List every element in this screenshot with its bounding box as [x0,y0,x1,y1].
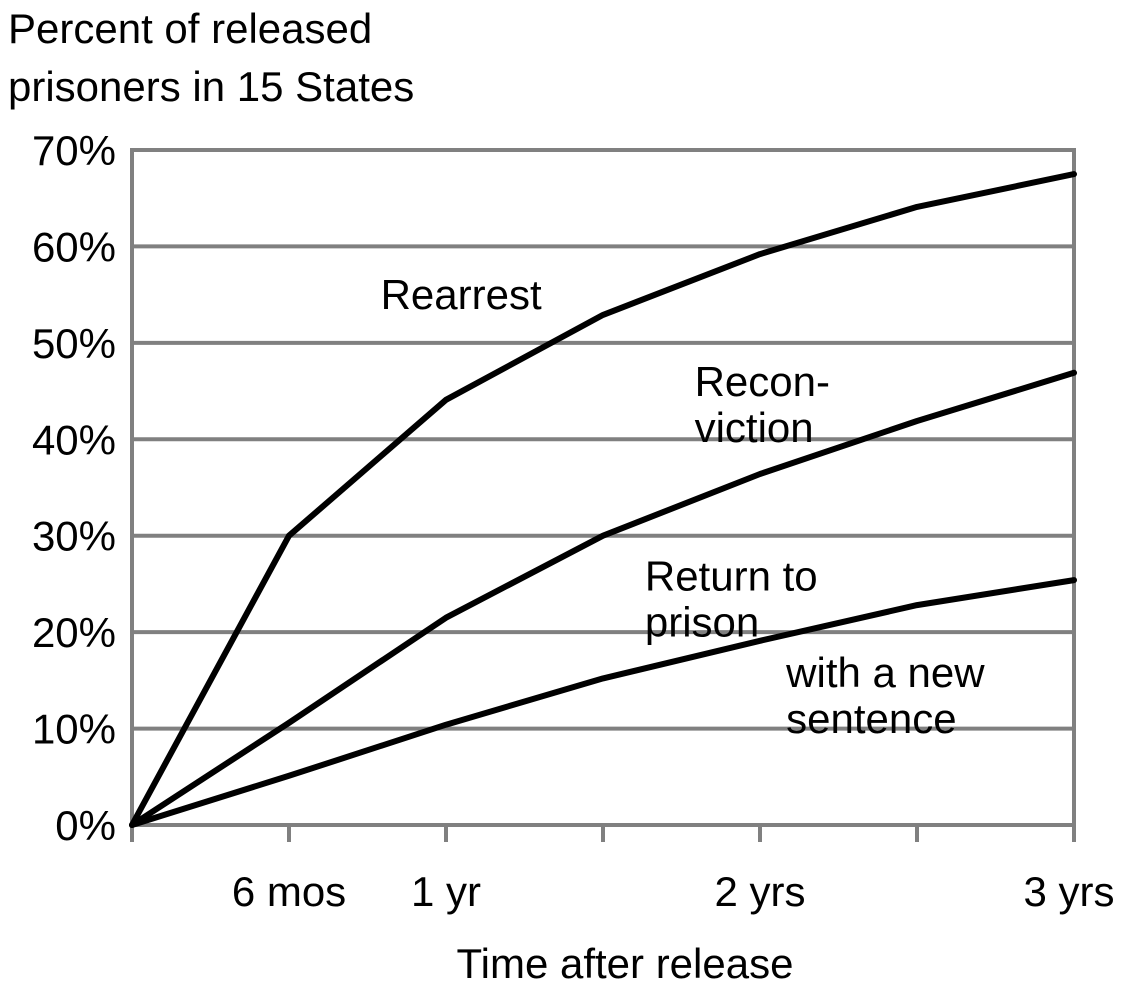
series-label-1-line-0: Recon- [695,358,830,405]
series-label-0-line-0: Rearrest [381,271,542,318]
y-tick-label-20: 20% [32,609,116,656]
gridlines [132,148,1074,731]
x-tick-label-3: 3 yrs [1023,868,1114,915]
x-tick-label-2: 2 yrs [714,868,805,915]
y-tick-label-0: 0% [55,802,116,849]
series-lines [129,171,1077,828]
series-label-3-line-1: sentence [786,695,956,742]
x-axis-ticks [130,825,1076,842]
y-axis-tick-labels: 0% 10% 20% 30% 40% 50% 60% 70% [32,127,116,849]
series-label-2-line-1: prison [645,599,759,646]
y-axis-title-line-2: prisoners in 15 States [8,63,415,110]
series-line-0 [129,171,1077,828]
x-tick-label-1: 1 yr [411,868,481,915]
y-tick-label-70: 70% [32,127,116,174]
y-axis-title-line-1: Percent of released [8,5,373,52]
series-line-1 [129,369,1077,828]
y-tick-label-40: 40% [32,416,116,463]
series-line-2 [129,577,1077,828]
y-tick-label-60: 60% [32,223,116,270]
series-label-3-line-0: with a new [785,649,985,696]
series-label-2-line-0: Return to [645,553,818,600]
x-axis-title: Time after release [457,940,794,987]
x-axis-tick-labels: 6 mos 1 yr 2 yrs 3 yrs [232,868,1115,915]
y-tick-label-30: 30% [32,513,116,560]
series-label-1-line-1: viction [695,404,814,451]
y-tick-label-50: 50% [32,320,116,367]
y-tick-label-10: 10% [32,706,116,753]
x-tick-label-0: 6 mos [232,868,346,915]
